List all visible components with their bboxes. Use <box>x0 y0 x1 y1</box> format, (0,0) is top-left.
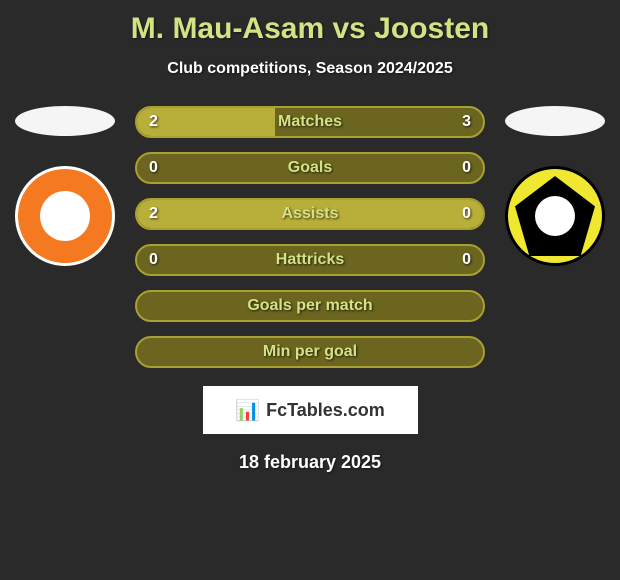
stat-value-left: 0 <box>149 159 158 177</box>
stat-label: Hattricks <box>276 251 344 269</box>
stat-label: Goals per match <box>247 297 372 315</box>
stat-bar-goals: 0 Goals 0 <box>135 152 485 184</box>
chart-icon: 📊 <box>235 398 260 423</box>
stat-bar-goals-per-match: Goals per match <box>135 290 485 322</box>
stat-bar-hattricks: 0 Hattricks 0 <box>135 244 485 276</box>
stat-value-right: 0 <box>462 251 471 269</box>
page-subtitle: Club competitions, Season 2024/2025 <box>0 60 620 78</box>
page-title: M. Mau-Asam vs Joosten <box>0 0 620 46</box>
stat-label: Goals <box>288 159 332 177</box>
watermark: 📊 FcTables.com <box>203 386 418 434</box>
stat-bar-assists: 2 Assists 0 <box>135 198 485 230</box>
club-badge-right <box>505 166 605 266</box>
right-player-col <box>495 106 615 266</box>
stat-label: Assists <box>282 205 339 223</box>
date-label: 18 february 2025 <box>0 452 620 473</box>
club-badge-left <box>15 166 115 266</box>
stat-value-left: 2 <box>149 205 158 223</box>
stat-bar-min-per-goal: Min per goal <box>135 336 485 368</box>
stat-value-right: 0 <box>462 205 471 223</box>
left-player-col <box>5 106 125 266</box>
player-photo-placeholder-right <box>505 106 605 136</box>
stat-label: Min per goal <box>263 343 357 361</box>
watermark-text: FcTables.com <box>266 400 385 421</box>
stat-value-left: 0 <box>149 251 158 269</box>
stat-bars: 2 Matches 3 0 Goals 0 2 Assists 0 0 Hatt… <box>135 106 485 368</box>
stat-value-left: 2 <box>149 113 158 131</box>
stat-value-right: 0 <box>462 159 471 177</box>
comparison-panel: 2 Matches 3 0 Goals 0 2 Assists 0 0 Hatt… <box>0 106 620 368</box>
player-photo-placeholder-left <box>15 106 115 136</box>
stat-label: Matches <box>278 113 342 131</box>
stat-bar-matches: 2 Matches 3 <box>135 106 485 138</box>
stat-value-right: 3 <box>462 113 471 131</box>
